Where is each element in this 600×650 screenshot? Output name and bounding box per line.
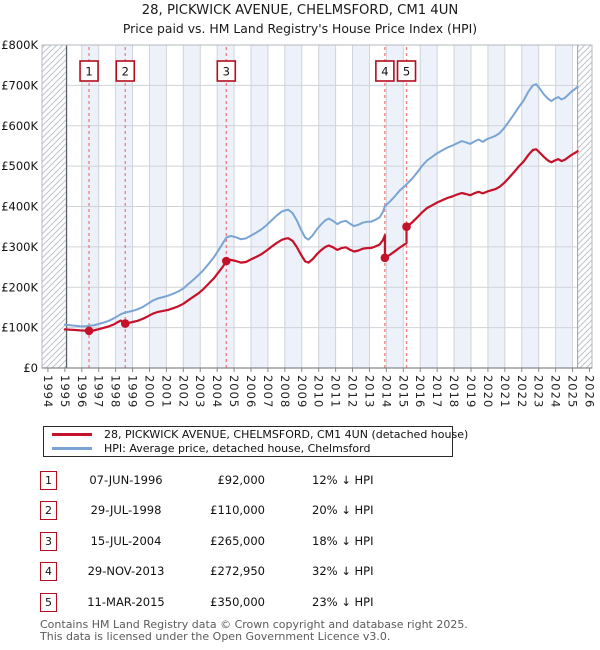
- sale-marker-box-4: [375, 60, 395, 82]
- property-price-line: [63, 148, 579, 332]
- x-tick-label-2015: 2015: [396, 375, 410, 408]
- x-tick-label-2017: 2017: [430, 375, 444, 408]
- page-title: 28, PICKWICK AVENUE, CHELMSFORD, CM1 4UN: [141, 3, 459, 18]
- sale-price-3: £265,000: [210, 533, 265, 548]
- sale-date-1: 07-JUN-1996: [89, 473, 163, 487]
- sale-num-5: 5: [40, 592, 57, 612]
- page-subtitle: Price paid vs. HM Land Registry's House …: [122, 21, 478, 36]
- x-tick-label-2013: 2013: [362, 375, 376, 408]
- sale-price-2: £110,000: [210, 503, 265, 518]
- sale-date-5: 11-MAR-2015: [87, 594, 165, 609]
- x-tick-label-1994: 1994: [41, 375, 55, 408]
- legend-label-hpi: HPI: Average price, detached house, Chel…: [104, 441, 371, 455]
- x-tick-label-2004: 2004: [210, 375, 224, 408]
- sale-table-row-4: 4 29-NOV-2013 £272,950 32% ↓ HPI: [0, 562, 600, 582]
- sale-delta-3: 18% ↓ HPI: [312, 533, 374, 548]
- x-tick-label-2016: 2016: [413, 375, 427, 408]
- sale-marker-box-2: [115, 60, 136, 82]
- sale-table-row-3: 3 15-JUL-2004 £265,000 18% ↓ HPI: [0, 531, 600, 552]
- x-tick-label-2009: 2009: [295, 375, 309, 408]
- sale-dot-4: [380, 253, 390, 263]
- hpi-line: [63, 83, 579, 328]
- sale-date-2: 29-JUL-1998: [90, 503, 162, 518]
- hpi-line-swatch: [52, 446, 92, 450]
- x-tick-label-2022: 2022: [515, 375, 529, 408]
- x-tick-label-2002: 2002: [176, 375, 190, 408]
- sale-table-row-5: 5 11-MAR-2015 £350,000 23% ↓ HPI: [0, 592, 600, 613]
- sale-num-3: 3: [40, 531, 57, 551]
- sale-dot-1: [84, 326, 94, 336]
- y-tick-label-1: £100K: [1, 321, 38, 335]
- y-tick-label-0: £0: [23, 361, 38, 375]
- y-tick-label-2: £200K: [1, 280, 38, 294]
- sale-dot-3: [221, 256, 231, 266]
- x-tick-label-2018: 2018: [447, 375, 461, 408]
- sale-delta-4: 32% ↓ HPI: [312, 564, 374, 579]
- x-tick-label-2024: 2024: [549, 375, 563, 408]
- x-tick-label-2005: 2005: [227, 375, 241, 408]
- x-tick-label-1996: 1996: [75, 375, 89, 408]
- y-tick-label-3: £300K: [1, 240, 38, 254]
- property-line-swatch: [52, 433, 92, 437]
- sale-dot-2: [120, 319, 130, 328]
- sale-price-1: £92,000: [217, 473, 265, 487]
- sale-marker-number-3: 3: [223, 65, 230, 79]
- x-tick-label-2026: 2026: [582, 375, 596, 408]
- x-tick-label-1997: 1997: [92, 375, 106, 408]
- sale-num-2: 2: [40, 501, 57, 521]
- x-tick-label-1995: 1995: [58, 375, 72, 408]
- sale-marker-box-5: [396, 60, 417, 82]
- sale-marker-box-3: [216, 60, 237, 82]
- sale-marker-number-1: 1: [85, 65, 92, 79]
- x-tick-label-2019: 2019: [464, 375, 478, 408]
- x-tick-label-2007: 2007: [261, 375, 275, 408]
- sale-marker-number-2: 2: [122, 65, 129, 79]
- x-tick-label-2021: 2021: [498, 375, 512, 408]
- y-tick-label-8: £800K: [1, 38, 38, 52]
- x-tick-label-2003: 2003: [193, 375, 207, 408]
- x-tick-label-2020: 2020: [481, 375, 495, 408]
- sale-table-row-2: 2 29-JUL-1998 £110,000 20% ↓ HPI: [0, 501, 600, 521]
- x-tick-label-2012: 2012: [346, 375, 360, 408]
- x-tick-label-2025: 2025: [566, 375, 580, 408]
- sale-dot-5: [402, 222, 411, 231]
- legend-item-hpi: HPI: Average price, detached house, Chel…: [44, 442, 452, 456]
- sale-price-5: £350,000: [210, 594, 265, 609]
- x-tick-label-2023: 2023: [532, 375, 546, 408]
- sale-num-1: 1: [40, 471, 57, 490]
- sale-marker-number-4: 4: [381, 65, 388, 79]
- sale-date-4: 29-NOV-2013: [87, 564, 165, 579]
- x-tick-label-2008: 2008: [278, 375, 292, 408]
- y-tick-label-5: £500K: [1, 159, 38, 173]
- x-tick-label-2006: 2006: [244, 375, 258, 408]
- sale-delta-1: 12% ↓ HPI: [312, 473, 374, 487]
- sale-table-row-1: 1 07-JUN-1996 £92,000 12% ↓ HPI: [0, 471, 600, 491]
- y-tick-label-4: £400K: [1, 200, 38, 214]
- footer-copyright: Contains HM Land Registry data © Crown c…: [40, 618, 468, 631]
- sale-date-3: 15-JUL-2004: [90, 533, 162, 548]
- x-tick-label-2014: 2014: [379, 375, 393, 408]
- sale-marker-box-1: [79, 60, 99, 82]
- chart-legend: 28, PICKWICK AVENUE, CHELMSFORD, CM1 4UN…: [43, 426, 468, 457]
- y-tick-label-7: £700K: [1, 78, 38, 92]
- sale-delta-5: 23% ↓ HPI: [312, 594, 374, 609]
- legend-label-property: 28, PICKWICK AVENUE, CHELMSFORD, CM1 4UN…: [104, 428, 469, 442]
- footer-licence: This data is licensed under the Open Gov…: [40, 630, 391, 643]
- x-tick-label-2010: 2010: [312, 375, 326, 408]
- y-tick-label-6: £600K: [1, 119, 38, 133]
- sale-price-4: £272,950: [210, 564, 265, 579]
- sale-delta-2: 20% ↓ HPI: [312, 503, 374, 518]
- sale-num-4: 4: [40, 562, 57, 582]
- x-tick-label-2000: 2000: [142, 375, 156, 408]
- x-tick-label-1999: 1999: [126, 375, 140, 408]
- x-tick-label-2001: 2001: [159, 375, 173, 408]
- legend-item-property: 28, PICKWICK AVENUE, CHELMSFORD, CM1 4UN…: [44, 428, 468, 442]
- x-tick-label-1998: 1998: [109, 375, 123, 408]
- x-tick-label-2011: 2011: [329, 375, 343, 408]
- sale-marker-number-5: 5: [403, 65, 410, 79]
